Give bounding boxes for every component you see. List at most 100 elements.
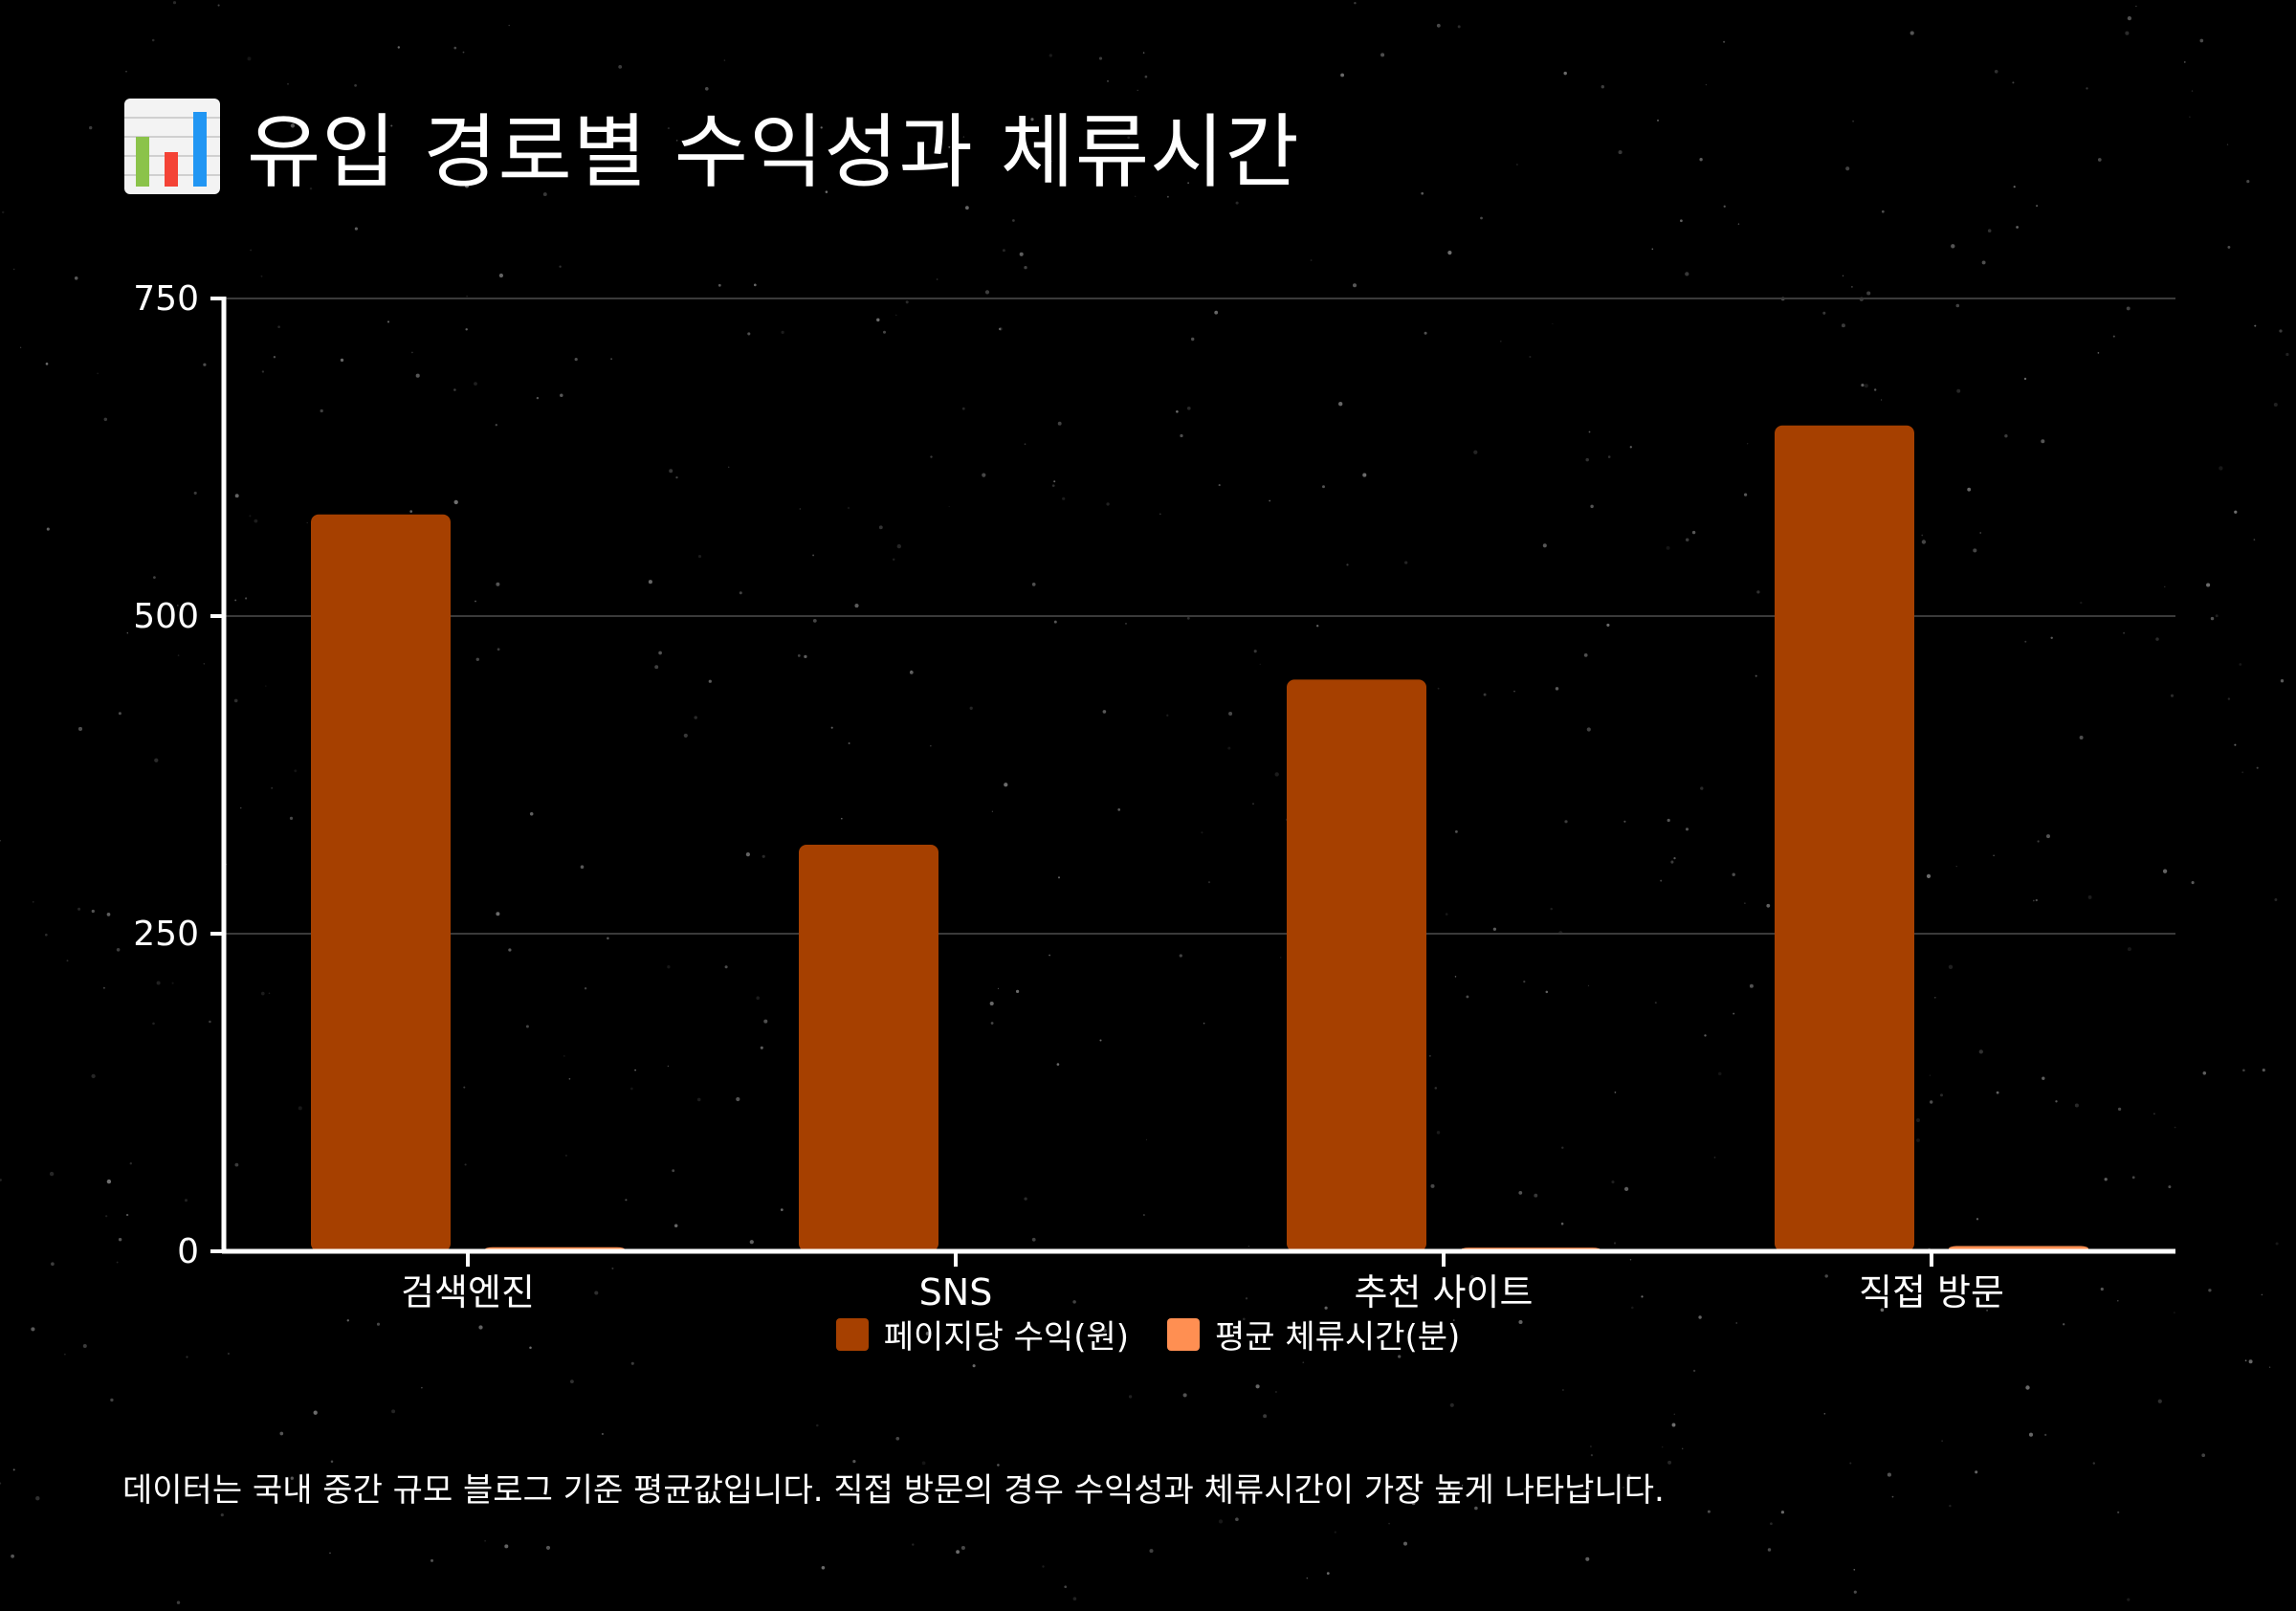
bar-revenue[interactable] [1775,425,1914,1251]
star [1338,402,1343,407]
star [2242,1069,2245,1072]
star [1737,223,1740,225]
legend-item-revenue[interactable]: 페이지당 수익(원) [835,1311,1129,1357]
star [273,356,276,359]
star [508,24,510,27]
star [1117,808,1121,811]
star [594,1291,599,1295]
star [2241,771,2244,774]
star [1755,674,1757,677]
star [1447,251,1452,255]
star [529,812,534,816]
star [998,327,1002,331]
star [1201,831,1203,834]
star [1098,56,1103,60]
star [340,358,344,363]
star [1186,406,1191,410]
star [45,363,49,365]
star [2234,510,2238,514]
star [453,46,457,50]
star [279,1431,284,1436]
legend-swatch-dwell-time [1167,1317,1200,1351]
star [1203,1022,1205,1025]
star [1072,1300,1076,1304]
star [1587,984,1590,987]
star [1461,1485,1464,1487]
star [1747,443,1749,445]
star [876,318,880,322]
bar-revenue[interactable] [1287,679,1426,1251]
chart-title-text: 유입 경로별 수익성과 체류시간 [247,105,1300,199]
star [1956,388,1961,393]
star [912,1543,915,1546]
star [390,124,393,127]
star [1611,1180,1615,1184]
star [1545,990,1549,994]
star [625,1199,628,1202]
star [1685,538,1689,541]
star [1057,876,1061,879]
star [313,1410,318,1415]
star [118,1237,122,1242]
star [1910,31,1914,35]
star [1056,1063,1060,1066]
star [12,1468,15,1471]
star [462,51,465,54]
star [209,1020,211,1024]
legend-swatch-revenue [835,1317,869,1351]
star [2125,31,2130,35]
star [1388,1522,1391,1525]
star [475,657,480,662]
star [1941,1440,1943,1443]
bar-revenue[interactable] [799,845,938,1251]
star [1149,1549,1154,1554]
star [110,1398,114,1402]
bar-revenue[interactable] [311,514,451,1251]
star [421,1387,423,1389]
star [1564,820,1568,824]
star [1473,450,1478,454]
star [1704,1034,1707,1037]
star [825,190,828,193]
star [271,787,273,789]
star [1274,1391,1277,1393]
legend-item-dwell-time[interactable]: 평균 체류시간(분) [1167,1311,1460,1357]
star [1874,388,1877,391]
star [1453,1319,1455,1321]
star [718,283,721,287]
star [2202,1071,2207,1075]
star [1421,191,1424,195]
star [1424,331,1427,335]
star [1457,25,1461,29]
star [1560,1222,1564,1225]
star [1434,1087,1438,1090]
star [1042,1565,1045,1568]
star [1680,219,1683,223]
star [2153,1113,2155,1115]
legend-label-revenue: 페이지당 수익(원) [883,1318,1129,1357]
bar-chart-icon [124,98,220,194]
star [1411,1501,1416,1506]
star [2025,1385,2030,1390]
star [464,184,470,188]
star [696,1097,701,1102]
star [780,1208,784,1211]
star [1002,249,1005,253]
star [984,290,990,295]
star [854,604,859,608]
star [1670,860,1674,864]
star [1186,616,1190,620]
star [2226,143,2229,145]
star [1700,786,1704,790]
star [1516,164,1518,166]
star [118,712,121,716]
star [2268,1366,2271,1368]
star [1247,1246,1250,1247]
star [152,1022,155,1026]
star [1723,40,1726,43]
star [708,679,712,683]
star [1072,1597,1077,1600]
star [1849,1462,1852,1465]
star [930,455,933,458]
